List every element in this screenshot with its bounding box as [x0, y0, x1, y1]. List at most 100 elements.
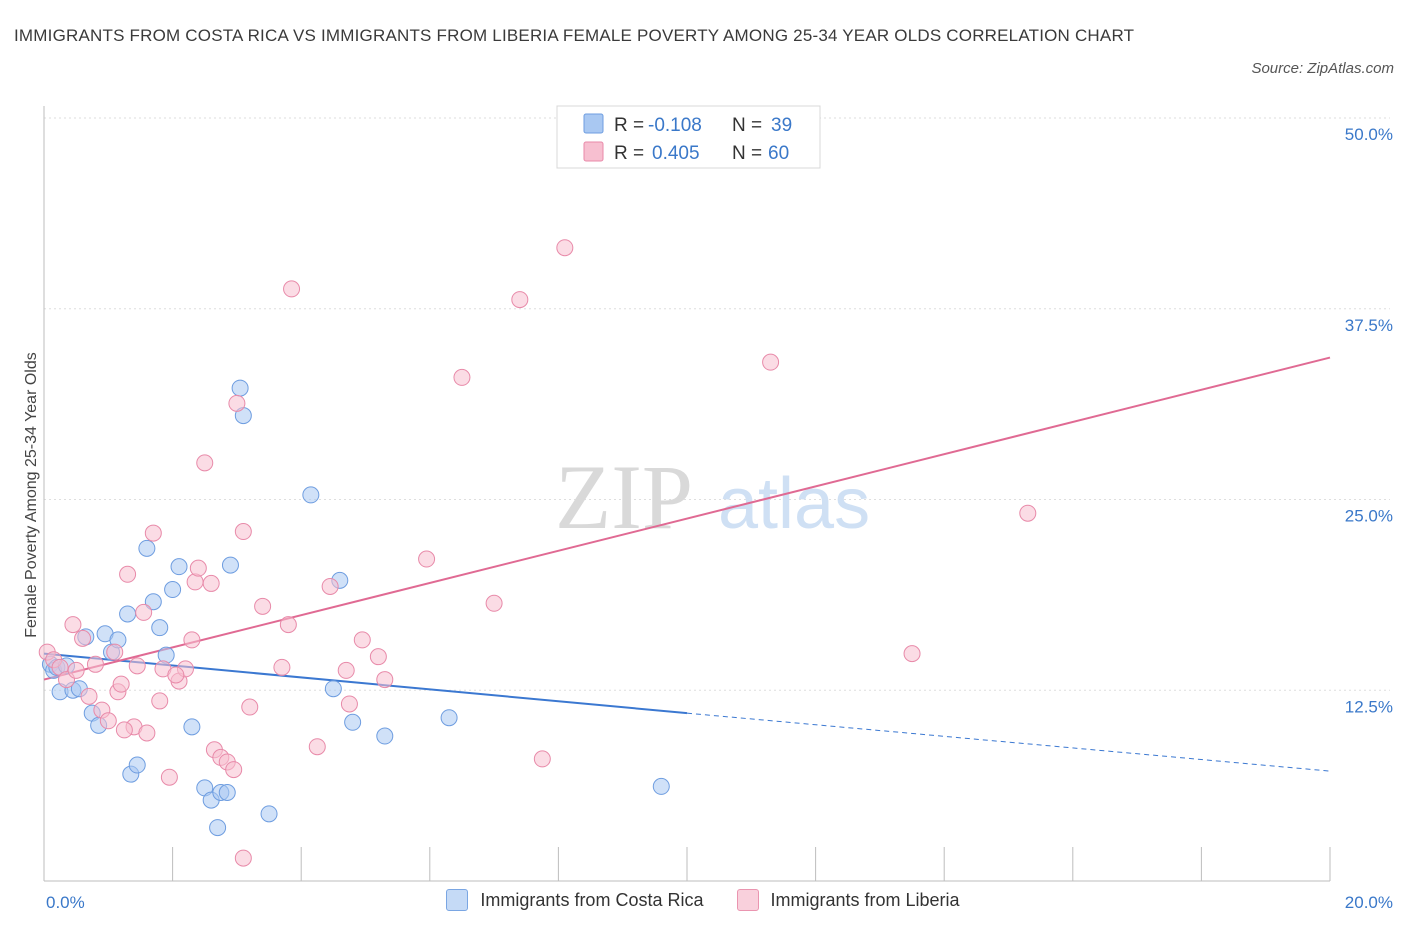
point-s1-10 — [99, 712, 117, 730]
legend-swatch-costa-rica-bottom — [446, 889, 469, 911]
legend-label-liberia: Immigrants from Liberia — [770, 889, 960, 910]
point-s1-19 — [144, 524, 162, 542]
point-s1-37 — [241, 698, 259, 716]
legend-r-label-1: R = — [614, 115, 644, 136]
point-s1-47 — [369, 648, 387, 666]
x-tick-label-0: 0.0% — [46, 893, 85, 912]
point-s1-50 — [453, 368, 471, 386]
data-points — [38, 239, 1037, 867]
legend-n-label-2: N = — [732, 143, 762, 164]
point-s0-17 — [144, 593, 162, 611]
legend-item-liberia: Immigrants from Liberia — [736, 889, 960, 911]
point-s1-33 — [225, 761, 243, 779]
point-s1-49 — [418, 550, 436, 568]
point-s0-36 — [376, 727, 394, 745]
point-s1-39 — [273, 658, 291, 676]
point-s1-52 — [511, 291, 529, 309]
trend-lines — [43, 356, 1331, 772]
watermark-atlas: atlas — [718, 464, 870, 544]
legend-swatch-liberia — [583, 141, 604, 162]
point-s1-55 — [762, 353, 780, 371]
y-tick-label-1: 25.0% — [1345, 507, 1393, 526]
legend-r-value-2: 0.405 — [652, 143, 700, 164]
legend-item-costa-rica: Immigrants from Costa Rica — [446, 889, 703, 911]
point-s1-40 — [279, 616, 297, 634]
point-s1-25 — [183, 631, 201, 649]
point-s0-18 — [151, 619, 169, 637]
y-tick-labels: 12.5% 25.0% 37.5% 50.0% — [1345, 125, 1393, 716]
point-s1-13 — [112, 675, 130, 693]
series-legend: Immigrants from Costa Rica Immigrants fr… — [0, 889, 1406, 916]
point-s0-32 — [302, 486, 320, 504]
point-s1-11 — [106, 643, 124, 661]
point-s0-31 — [260, 805, 278, 823]
trend-line-costa-rica — [43, 652, 688, 715]
point-s1-17 — [135, 603, 153, 621]
grid-lines — [44, 117, 1390, 691]
point-s1-29 — [202, 574, 220, 592]
point-s0-35 — [344, 713, 362, 731]
point-s1-59 — [115, 721, 133, 739]
watermark-zip: ZIP — [555, 446, 693, 548]
legend-label-costa-rica: Immigrants from Costa Rica — [480, 889, 704, 910]
point-s1-53 — [533, 750, 551, 768]
point-s1-18 — [138, 724, 156, 742]
legend-n-value-1: 39 — [771, 115, 792, 136]
point-s0-33 — [324, 680, 342, 698]
legend-n-value-2: 60 — [768, 143, 789, 164]
point-s0-20 — [164, 581, 182, 599]
point-s0-22 — [183, 718, 201, 736]
point-s1-34 — [228, 394, 246, 412]
legend-swatch-liberia-bottom — [736, 889, 759, 911]
point-s1-7 — [80, 687, 98, 705]
point-s0-13 — [119, 605, 137, 623]
point-s1-35 — [234, 523, 252, 541]
point-s0-28 — [221, 556, 239, 574]
point-s1-45 — [340, 695, 358, 713]
point-s1-51 — [485, 594, 503, 612]
point-s1-43 — [321, 577, 339, 595]
point-s1-28 — [196, 454, 214, 472]
trend-line-liberia — [43, 356, 1331, 681]
point-s1-6 — [74, 629, 92, 647]
point-s1-54 — [556, 239, 574, 257]
x-tick-labels: 0.0% 20.0% — [46, 893, 1393, 912]
y-axis-label: Female Poverty Among 25-34 Year Olds — [23, 352, 40, 638]
point-s1-38 — [254, 597, 272, 615]
point-s1-8 — [86, 655, 104, 673]
point-s0-27 — [218, 783, 236, 801]
y-tick-label-2: 37.5% — [1345, 316, 1393, 335]
point-s1-42 — [308, 738, 326, 756]
source-label: Source: ZipAtlas.com — [1251, 60, 1394, 77]
legend-n-label-1: N = — [732, 115, 762, 136]
point-s1-56 — [903, 645, 921, 663]
legend-r-label-2: R = — [614, 143, 644, 164]
point-s0-21 — [170, 558, 188, 576]
point-s0-16 — [138, 539, 156, 557]
point-s1-46 — [353, 631, 371, 649]
point-s1-16 — [128, 657, 146, 675]
legend-r-value-1: -0.108 — [648, 115, 702, 136]
point-s0-38 — [652, 777, 670, 795]
point-s1-4 — [64, 616, 82, 634]
point-s1-57 — [1019, 504, 1037, 522]
point-s1-48 — [376, 671, 394, 689]
point-s1-36 — [234, 849, 252, 867]
point-s0-25 — [209, 819, 227, 837]
point-s1-27 — [189, 559, 207, 577]
y-tick-label-3: 50.0% — [1345, 125, 1393, 144]
legend-swatch-costa-rica — [583, 113, 604, 134]
point-s1-41 — [283, 280, 301, 298]
x-tick-label-1: 20.0% — [1345, 893, 1393, 912]
point-s0-15 — [128, 756, 146, 774]
y-tick-label-0: 12.5% — [1345, 697, 1393, 716]
point-s1-14 — [119, 565, 137, 583]
axes — [43, 106, 1331, 882]
point-s0-29 — [231, 379, 249, 397]
point-s1-58 — [167, 666, 185, 684]
point-s1-44 — [337, 661, 355, 679]
point-s0-37 — [440, 709, 458, 727]
chart-title: IMMIGRANTS FROM COSTA RICA VS IMMIGRANTS… — [14, 26, 1135, 45]
point-s1-22 — [160, 768, 178, 786]
